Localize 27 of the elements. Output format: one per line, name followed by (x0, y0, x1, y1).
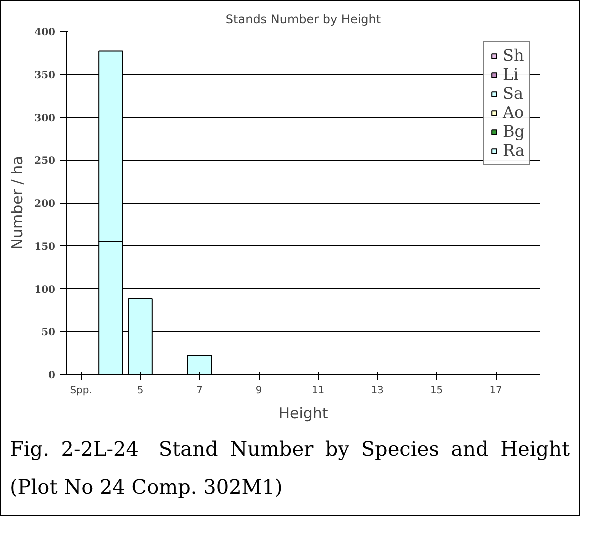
x-tick-label: 15 (430, 386, 444, 396)
y-tick-label: 100 (34, 284, 56, 296)
x-tick-label: 17 (490, 386, 502, 396)
y-axis-title: Number / ha (8, 156, 27, 250)
y-tick-label: 400 (34, 28, 56, 38)
legend-label: Li (503, 65, 520, 84)
caption: Fig. 2-2L-24 Stand Number by Species and Height (Plot No 24 Comp. 302M1) (10, 436, 570, 501)
legend-label: Sh (503, 46, 524, 65)
chart-title: Stands Number by Height (226, 12, 382, 26)
legend-label: Ra (503, 141, 525, 160)
x-tick-label: 5 (137, 386, 144, 396)
y-tick-label: 150 (34, 242, 56, 253)
x-tick-label: 13 (371, 386, 384, 396)
x-tick-label: 11 (312, 386, 325, 396)
x-tick-label: Spp. (70, 386, 92, 396)
x-tick-label: 7 (196, 386, 204, 396)
legend-label: Sa (503, 84, 524, 103)
legend-label: Bg (503, 122, 525, 141)
y-tick-label: 250 (34, 156, 56, 168)
y-tick-label: 50 (42, 328, 56, 339)
y-tick-label: 200 (34, 199, 56, 210)
x-tick-label: 9 (256, 386, 262, 396)
y-tick-label: 350 (34, 70, 56, 82)
y-tick-label: 300 (34, 113, 56, 124)
y-tick-label: 0 (48, 370, 56, 382)
x-axis-title: Height (278, 404, 328, 422)
legend-label: Ao (503, 103, 524, 122)
